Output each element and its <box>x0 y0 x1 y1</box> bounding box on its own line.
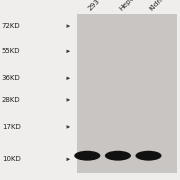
Text: 36KD: 36KD <box>2 75 21 81</box>
Text: Kidney: Kidney <box>148 0 170 12</box>
Text: 55KD: 55KD <box>2 48 20 54</box>
Text: 28KD: 28KD <box>2 97 20 103</box>
Text: 72KD: 72KD <box>2 23 20 29</box>
Ellipse shape <box>74 151 100 161</box>
Ellipse shape <box>105 151 131 161</box>
Bar <box>76 14 177 173</box>
Text: 10KD: 10KD <box>2 156 21 162</box>
Ellipse shape <box>135 151 162 161</box>
Text: HepG2: HepG2 <box>118 0 140 12</box>
Text: 17KD: 17KD <box>2 124 21 130</box>
Text: 293: 293 <box>87 0 101 12</box>
